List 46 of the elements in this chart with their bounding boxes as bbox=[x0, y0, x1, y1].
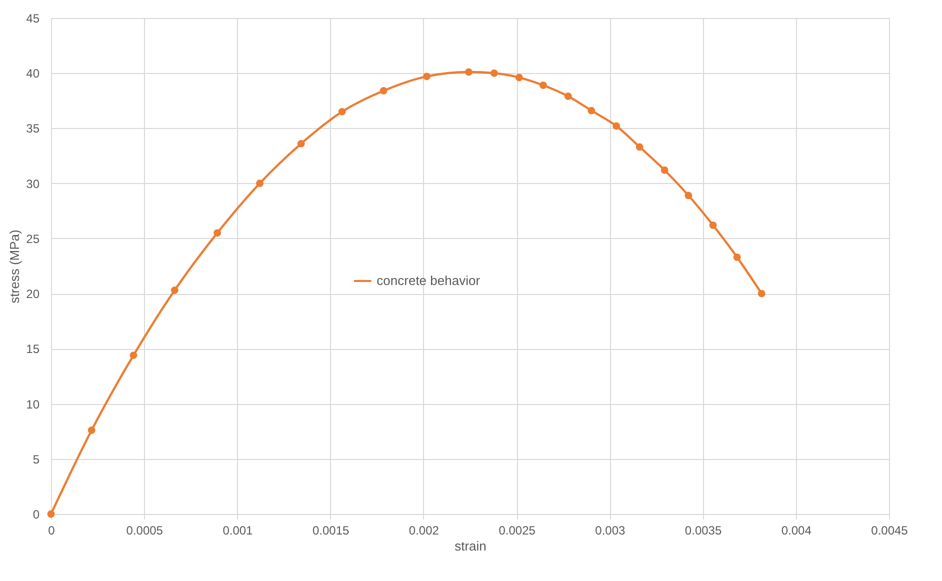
point bbox=[539, 82, 547, 89]
y-tick-label: 45 bbox=[26, 12, 40, 26]
x-tick-label: 0.0005 bbox=[126, 524, 164, 538]
y-tick-label: 0 bbox=[32, 508, 40, 522]
point bbox=[758, 290, 766, 298]
point bbox=[130, 352, 138, 359]
y-tick-label: 15 bbox=[26, 342, 40, 356]
x-tick-label: 0.0015 bbox=[312, 524, 350, 538]
point bbox=[214, 229, 222, 237]
point bbox=[88, 426, 96, 434]
point bbox=[170, 286, 178, 294]
point bbox=[612, 122, 620, 130]
point bbox=[588, 106, 596, 114]
y-tick-label: 10 bbox=[26, 397, 40, 412]
point bbox=[464, 68, 472, 76]
y-tick-label: 30 bbox=[26, 176, 40, 191]
x-tick-label: 0.003 bbox=[595, 524, 626, 538]
point bbox=[423, 72, 431, 80]
x-tick-label: 0.0025 bbox=[498, 524, 536, 538]
x-tick-label: 0.0045 bbox=[871, 524, 908, 538]
point bbox=[297, 140, 305, 148]
y-tick-label: 5 bbox=[32, 452, 40, 466]
point bbox=[490, 69, 498, 77]
x-tick-label: 0.004 bbox=[781, 524, 812, 538]
x-tick-label: 0.001 bbox=[222, 524, 254, 538]
point bbox=[338, 108, 346, 116]
x-tick-label: 0.0035 bbox=[684, 524, 722, 538]
y-tick-label: 40 bbox=[26, 66, 40, 81]
point bbox=[733, 253, 741, 261]
point bbox=[47, 510, 55, 518]
point bbox=[256, 180, 264, 188]
x-tick-label: 0 bbox=[48, 524, 56, 538]
point bbox=[636, 143, 644, 151]
x-tick-label: 0.002 bbox=[408, 524, 440, 538]
point bbox=[515, 74, 523, 82]
point bbox=[709, 222, 717, 229]
point bbox=[380, 87, 388, 94]
y-axis-title: stress (MPa) bbox=[7, 230, 22, 304]
point bbox=[564, 92, 572, 100]
point bbox=[684, 192, 692, 200]
y-tick-label: 20 bbox=[26, 287, 40, 302]
point bbox=[660, 166, 668, 174]
legend-label: concrete behavior bbox=[376, 272, 481, 288]
x-axis-title: strain bbox=[454, 538, 486, 554]
y-tick-label: 25 bbox=[26, 232, 40, 246]
y-tick-label: 35 bbox=[26, 122, 40, 136]
